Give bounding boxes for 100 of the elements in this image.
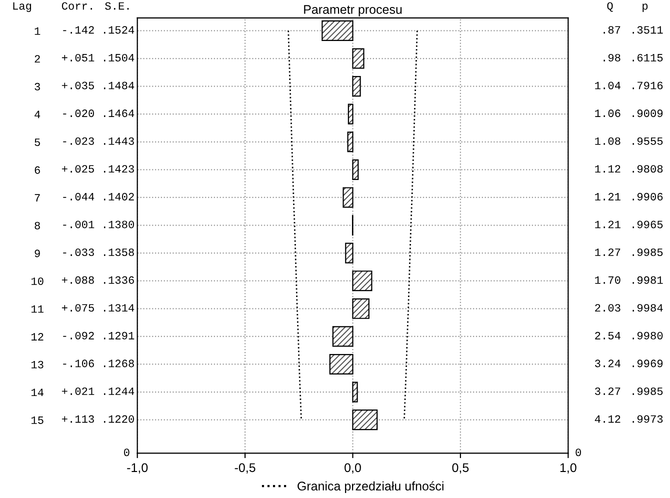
bar [345,242,354,264]
text: .9973 [632,415,663,423]
legend-label: Granica przedziału ufności [298,481,444,493]
text: .1291 [104,332,134,340]
text: 0 [124,448,130,456]
text: 1.27 [595,248,620,256]
x-tick-label: 1,0 [560,463,576,474]
bar [352,410,378,430]
text: .9808 [632,165,663,173]
y-tick-label: 7 [34,194,40,202]
data-label: -.142 [63,26,94,34]
text: .9965 [632,220,663,228]
text: 1.21 [595,220,620,228]
text: 1.21 [595,192,620,200]
text: .9009 [632,110,663,118]
y-tick-label: 9 [34,250,40,258]
text: .7916 [632,82,663,90]
text: 0 [576,448,581,456]
text: .9980 [632,332,663,340]
data-label: -.044 [63,192,94,200]
data-label: +.113 [62,415,94,423]
text: .1358 [104,248,134,256]
text: 1.06 [595,110,620,118]
text: .1380 [104,220,134,228]
text: .1220 [104,415,134,423]
data-label: -.033 [63,248,94,256]
text: .9969 [632,360,663,368]
text: .3511 [632,26,663,34]
data-label: -.106 [63,360,94,368]
y-tick-label: 15 [31,416,44,424]
y-tick-label: 12 [31,333,44,340]
y-tick-label: 13 [31,360,44,368]
text: 2.54 [595,332,620,340]
y-tick-label: 6 [34,166,40,174]
text: Corr. [62,2,92,10]
text: .1336 [104,276,134,284]
text: 1.12 [595,165,620,173]
text: .1443 [104,137,134,145]
text: p [642,4,648,12]
text: Lag [13,2,32,12]
data-label: -.023 [63,137,94,145]
x-tick-label: -0,5 [234,463,256,474]
text: .9981 [632,276,663,284]
bar [348,104,354,124]
x-tick-label: -1,0 [127,463,148,474]
chart-title: Parametr procesu [304,5,402,16]
text: 3.24 [595,360,620,368]
data-label: +.021 [62,387,94,396]
data-label: -.092 [63,332,94,340]
text: .1524 [104,26,134,34]
text: .9555 [632,137,663,145]
y-tick-label: 14 [31,388,44,396]
y-tick-label: 1 [34,27,40,35]
y-tick-label: 8 [34,222,40,230]
text: .1268 [104,360,134,368]
text: 3.27 [595,387,620,396]
data-label: +.088 [62,276,94,284]
bar [352,159,359,180]
bar [352,76,361,97]
y-tick-label: 4 [34,110,40,118]
text: .1314 [104,304,134,312]
text: .1464 [104,110,134,118]
bar [352,298,370,319]
x-tick-label: 0,5 [452,463,469,474]
text: .1244 [104,387,134,395]
text: 1.04 [595,82,620,90]
text: .1484 [104,82,134,90]
data-label: +.075 [62,304,94,312]
bar [352,48,364,69]
data-label: +.025 [62,165,94,173]
data-label: +.035 [62,82,94,90]
y-tick-label: 11 [31,305,44,313]
text: .9984 [632,304,663,312]
text: .98 [604,54,620,62]
bar [352,270,372,292]
text: 2.03 [595,304,620,312]
y-tick-label: 2 [34,55,40,63]
text: Q [607,2,613,12]
bar [347,132,354,152]
data-label: +.051 [62,54,94,62]
bar [352,382,358,402]
text: 4.12 [594,415,620,423]
y-tick-label: 10 [31,277,44,285]
text: .9906 [632,192,663,200]
text: S.E. [105,2,129,10]
text: .6115 [632,54,663,62]
text: .1402 [104,192,134,200]
text: .9985 [632,387,663,396]
bar [322,20,354,41]
bar [342,187,354,208]
data-label: -.001 [63,220,94,228]
text: .1423 [104,165,134,173]
text: 1.08 [595,137,620,145]
y-tick-label: 3 [34,82,40,90]
bar [332,326,354,347]
y-tick-label: 5 [34,138,40,146]
text: .9985 [632,248,663,256]
text: .87 [604,26,620,34]
text: 1.70 [595,276,620,284]
bar [329,354,354,375]
